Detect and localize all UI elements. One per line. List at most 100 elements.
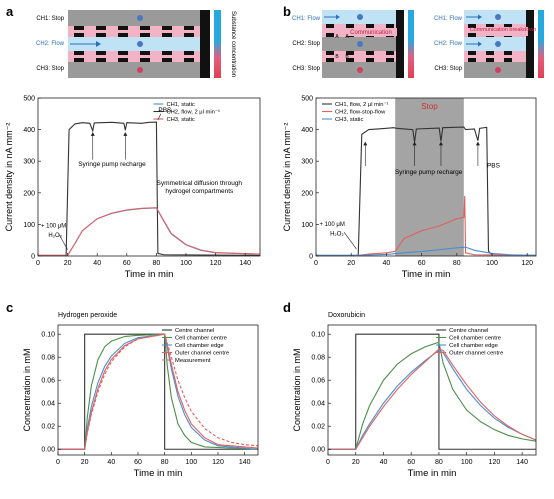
y-tick-label: 500 [23, 96, 35, 103]
plot-frame [315, 97, 537, 257]
x-tick-label: 60 [407, 459, 415, 466]
y-tick-label: 100 [23, 222, 35, 229]
stop-label: Stop [421, 102, 438, 111]
series-line-a-0 [38, 207, 260, 256]
schematic-b-left-flow-arrowhead [336, 14, 340, 20]
x-tick-label: 0 [56, 459, 60, 466]
x-tick-label: 20 [64, 260, 72, 267]
legend-entry: Centre channel [175, 328, 214, 334]
series-line-c-4 [58, 333, 258, 450]
schematic-b-left-electrode-3 [357, 67, 363, 73]
schematic-b-right-banner: Communication breakdown [470, 27, 537, 33]
schematic-a: CH1: Stop CH2: Flow CH3: Stop Substance … [36, 10, 236, 78]
y-tick-label: 0.08 [41, 355, 55, 362]
schematic-a-ch1-label: CH1: Stop [36, 16, 64, 22]
schematic-b-right-electrode-1 [495, 14, 501, 20]
schematic-a-ch2-label: CH2: Flow [36, 41, 65, 47]
pbs-label: PBS [487, 163, 501, 170]
pbs-arrow [157, 113, 162, 121]
x-tick-label: 100 [461, 459, 473, 466]
schematic-b-right-colorbar [538, 10, 544, 78]
schematic-b-left-ch3: CH3: Stop [292, 66, 320, 72]
x-tick-label: 20 [347, 260, 355, 267]
pump-arrowhead [123, 132, 128, 136]
chart-b: Stop 0 20 40 60 80 100 120 0 100 200 300 400 500 Time … [282, 96, 537, 280]
chart-a: 0 20 40 60 80 100 120 140 0 100 200 300 400 500 Time i… [4, 96, 261, 280]
schematic-b-right-banner-bg [478, 27, 528, 36]
legend-entry: Outer channel centre [449, 351, 503, 357]
pump-arrowhead [412, 141, 417, 146]
y-tick-label: 0.06 [311, 378, 325, 385]
schematic-b-right-ch2: CH2: Flow [434, 41, 463, 47]
series-line-b-2 [316, 246, 536, 256]
stop-region [395, 98, 464, 256]
schematic-b-label-b1: B [335, 54, 339, 60]
y-tick-label: 200 [301, 190, 313, 197]
schematic-b-right-flow-arrowhead-2 [478, 41, 482, 47]
panel-letter-b: b [283, 4, 291, 19]
chart-title: Doxorubicin [328, 312, 365, 319]
schematic-a-electrode-2 [137, 41, 143, 47]
schematic-a-posts [74, 10, 210, 78]
legend-entry: Centre channel [449, 328, 488, 334]
chart-c: 0 20 40 60 80 100 120 140 0.00 0.02 0.04 0.06 0.08 0.… [22, 312, 259, 479]
pump-arrowhead [438, 141, 443, 146]
y-tick-label: 0.10 [41, 332, 55, 339]
x-tick-label: 20 [81, 459, 89, 466]
x-tick-label: 80 [453, 260, 461, 267]
pump-label: Syringe pump recharge [78, 161, 146, 168]
x-tick-label: 100 [486, 260, 498, 267]
series-line-d-3 [328, 348, 536, 450]
x-tick-label: 60 [418, 260, 426, 267]
x-tick-label: 40 [93, 260, 101, 267]
y-tick-label: 0 [31, 254, 35, 261]
legend-entry: CH1, flow, 2 μl min⁻¹ [335, 102, 389, 108]
schematic-b-right-ch3: CH3: Stop [434, 66, 462, 72]
schematic-b-left-ch1: CH1: Flow [292, 16, 321, 22]
schematic-b-label-a1: A [335, 34, 339, 40]
schematic-a-electrode-1 [137, 15, 143, 21]
x-tick-label: 60 [123, 260, 131, 267]
y-tick-label: 0.00 [311, 447, 325, 454]
chart-title: Hydrogen peroxide [58, 312, 117, 319]
series-line-b-0 [316, 126, 536, 256]
series-line-a-2 [38, 207, 260, 256]
legend-entry: Cell chamber centre [449, 336, 501, 342]
h2o2-label-a: + 100 μM [41, 224, 66, 230]
panel-letter-c: c [6, 300, 13, 315]
y-tick-label: 300 [23, 159, 35, 166]
y-tick-label: 400 [23, 127, 35, 134]
schematic-b-left-electrode-2 [357, 41, 363, 47]
x-tick-label: 0 [326, 459, 330, 466]
legend-entry: CH2, flow-stop-flow [335, 110, 386, 116]
schematic-b-left-electrode-1 [357, 14, 363, 20]
x-axis-label: Time in min [408, 468, 457, 479]
legend-entry: Cell chamber edge [449, 343, 498, 349]
x-tick-label: 120 [212, 459, 224, 466]
legend-entry: Measurement [175, 358, 211, 364]
legend-entry: CH3, static [335, 117, 363, 123]
chart-d: 0 20 40 60 80 100 120 140 0.00 0.02 0.04 0.06 0.08 0.… [292, 312, 537, 479]
x-tick-label: 100 [185, 459, 197, 466]
y-tick-label: 0.04 [311, 401, 325, 408]
y-tick-label: 0.08 [311, 355, 325, 362]
plot-frame [327, 324, 537, 456]
colorbar-label: Substance concentration [230, 11, 236, 77]
x-tick-label: 0 [314, 260, 318, 267]
series-line-d-2 [328, 349, 536, 450]
legend-entry: CH2, flow, 2 μl min⁻¹ [166, 110, 220, 116]
legend-entry: Outer channel centre [175, 351, 229, 357]
x-tick-label: 60 [134, 459, 142, 466]
y-tick-label: 500 [301, 96, 313, 103]
y-tick-label: 0.10 [311, 332, 325, 339]
schematic-b-left-ch2: CH2: Stop [292, 41, 320, 47]
schematic-a-flow-arrowhead [96, 41, 101, 47]
legend-entry: CH3, static [166, 117, 194, 123]
pump-arrowhead [363, 141, 368, 146]
schematic-a-ch3-label: CH3: Stop [36, 66, 64, 72]
pbs-label: PBS [158, 107, 172, 114]
y-tick-label: 0.04 [41, 401, 55, 408]
x-tick-label: 100 [180, 260, 192, 267]
h2o2-label-a: + 100 μM [320, 222, 345, 228]
